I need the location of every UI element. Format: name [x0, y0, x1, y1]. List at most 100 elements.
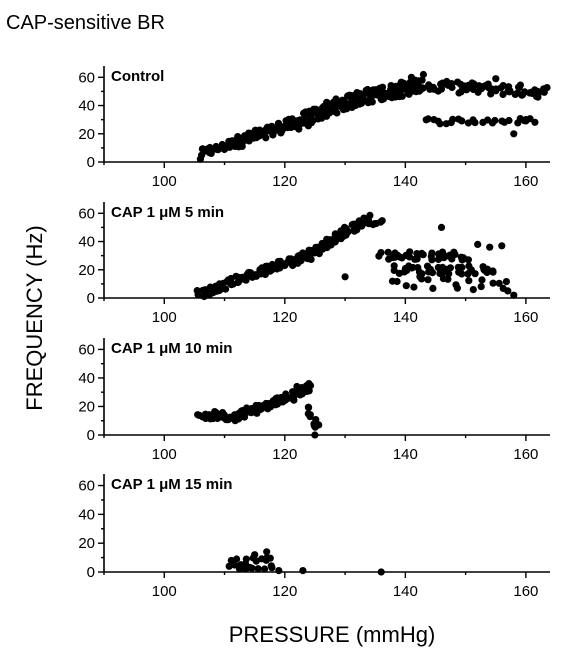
data-point — [444, 275, 452, 283]
panel-1: 0 20 40 60 100 120 140 160 Control — [78, 66, 551, 190]
data-point — [492, 75, 500, 83]
y-tick-label: 20 — [78, 398, 95, 415]
y-tick-label: 40 — [78, 506, 95, 523]
data-point — [437, 223, 446, 231]
data-point — [220, 142, 228, 150]
data-point — [505, 116, 513, 125]
x-tick-label: 160 — [513, 309, 538, 326]
data-point — [407, 73, 415, 81]
data-point — [454, 263, 462, 271]
data-points — [196, 70, 551, 163]
data-point — [469, 286, 477, 294]
data-point — [357, 220, 366, 228]
data-point — [465, 277, 473, 285]
data-point — [242, 555, 250, 563]
data-point — [333, 109, 341, 117]
x-tick-label: 120 — [272, 309, 297, 326]
data-point — [237, 407, 245, 415]
panel-4: 0 20 40 60 100 120 140 160 CAP 1 μM 15 min — [78, 474, 550, 600]
data-point — [242, 276, 250, 284]
panel-label: CAP 1 μM 5 min — [111, 204, 224, 221]
data-point — [267, 562, 275, 570]
data-point — [438, 248, 447, 256]
data-point — [233, 555, 241, 563]
data-point — [251, 551, 259, 559]
y-tick-label: 60 — [78, 478, 95, 495]
x-tick-label: 160 — [513, 583, 538, 600]
y-tick-label: 20 — [78, 262, 95, 279]
data-point — [489, 279, 497, 287]
y-tick-label: 60 — [78, 205, 95, 222]
data-point — [413, 255, 421, 263]
data-point — [427, 252, 435, 260]
panel-2: 0 20 40 60 100 120 140 160 CAP 1 μM 5 min — [78, 202, 550, 326]
data-point — [338, 97, 346, 105]
data-point — [429, 284, 437, 292]
data-point — [396, 253, 404, 261]
data-point — [464, 256, 472, 264]
data-point — [504, 287, 512, 295]
data-point — [510, 130, 518, 138]
data-point — [450, 248, 458, 256]
data-point — [212, 409, 220, 417]
data-point — [458, 117, 466, 125]
data-point — [471, 270, 479, 278]
x-tick-label: 140 — [393, 583, 418, 600]
data-point — [402, 282, 410, 290]
data-point — [510, 291, 518, 299]
data-point — [225, 415, 233, 423]
data-point — [424, 276, 432, 284]
x-tick-label: 100 — [152, 446, 177, 463]
data-point — [298, 390, 306, 398]
data-point — [463, 86, 471, 94]
data-point — [293, 382, 301, 391]
y-tick-label: 20 — [78, 126, 95, 143]
data-point — [196, 155, 204, 163]
data-point — [471, 119, 479, 127]
data-point — [458, 270, 466, 278]
x-tick-label: 100 — [152, 309, 177, 326]
data-point — [194, 291, 202, 299]
data-point — [377, 84, 385, 92]
data-point — [519, 91, 527, 99]
x-tick-label: 140 — [393, 446, 418, 463]
data-point — [299, 567, 307, 575]
data-point — [229, 280, 237, 288]
data-point — [281, 261, 289, 270]
data-point — [323, 98, 331, 106]
data-point — [434, 117, 442, 125]
data-point — [331, 238, 339, 246]
y-tick-label: 20 — [78, 535, 95, 552]
x-axis-title: PRESSURE (mmHg) — [229, 622, 436, 647]
data-point — [393, 277, 401, 286]
data-point — [344, 228, 352, 236]
y-tick-label: 60 — [78, 69, 95, 86]
x-tick-label: 120 — [272, 583, 297, 600]
data-point — [274, 119, 283, 127]
data-point — [477, 283, 485, 291]
data-point — [205, 286, 214, 294]
x-tick-label: 120 — [272, 173, 297, 190]
data-point — [516, 81, 525, 89]
data-point — [395, 90, 403, 98]
data-point — [261, 565, 269, 573]
data-point — [377, 218, 385, 226]
data-point — [378, 96, 386, 104]
data-point — [543, 84, 551, 92]
data-point — [426, 265, 434, 273]
panel-label: Control — [111, 68, 164, 85]
data-point — [502, 278, 510, 286]
y-axis-title: FREQUENCY (Hz) — [22, 225, 47, 410]
data-point — [332, 95, 340, 103]
data-point — [306, 411, 314, 419]
data-point — [486, 243, 494, 251]
data-point — [220, 411, 228, 419]
data-point — [263, 548, 271, 556]
figure-title: CAP-sensitive BR — [6, 12, 165, 34]
data-point — [497, 84, 505, 92]
data-point — [522, 116, 530, 124]
y-tick-label: 0 — [87, 154, 95, 171]
data-point — [368, 98, 376, 106]
data-point — [445, 270, 453, 278]
data-point — [483, 268, 491, 277]
